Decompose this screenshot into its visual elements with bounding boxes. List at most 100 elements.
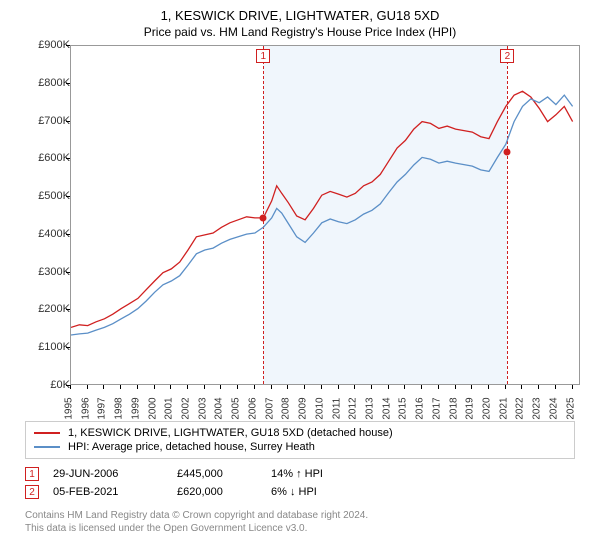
x-tick	[371, 385, 372, 389]
x-tick	[287, 385, 288, 389]
x-tick	[488, 385, 489, 389]
x-tick-label: 2002	[181, 397, 192, 419]
x-tick-label: 1998	[114, 397, 125, 419]
x-tick-label: 2017	[431, 397, 442, 419]
x-tick-label: 2010	[314, 397, 325, 419]
y-tick	[66, 309, 70, 310]
sale-marker-label-1: 1	[256, 49, 270, 63]
sale-row: 2 05-FEB-2021 £620,000 6% ↓ HPI	[25, 483, 575, 501]
x-tick-label: 2013	[365, 397, 376, 419]
x-tick-label: 1995	[64, 397, 75, 419]
y-tick	[66, 45, 70, 46]
sale-price: £445,000	[177, 468, 257, 480]
x-tick-label: 2004	[214, 397, 225, 419]
x-tick	[404, 385, 405, 389]
x-tick	[187, 385, 188, 389]
sale-number-box: 2	[25, 485, 39, 499]
legend-swatch	[34, 446, 60, 448]
x-tick	[572, 385, 573, 389]
x-tick	[137, 385, 138, 389]
x-tick	[438, 385, 439, 389]
sales-table: 1 29-JUN-2006 £445,000 14% ↑ HPI 2 05-FEB-202…	[25, 465, 575, 501]
x-tick	[555, 385, 556, 389]
chart-area: 12 £0K£100K£200K£300K£400K£500K£600K£700…	[12, 45, 588, 415]
x-tick-label: 2021	[498, 397, 509, 419]
x-tick-label: 2020	[482, 397, 493, 419]
y-tick	[66, 196, 70, 197]
x-tick-label: 2012	[348, 397, 359, 419]
x-tick-label: 2025	[565, 397, 576, 419]
legend: 1, KESWICK DRIVE, LIGHTWATER, GU18 5XD (…	[25, 421, 575, 459]
x-tick	[70, 385, 71, 389]
legend-swatch	[34, 432, 60, 434]
sale-diff: 6% ↓ HPI	[271, 486, 361, 498]
legend-label: HPI: Average price, detached house, Surr…	[68, 441, 315, 453]
y-tick	[66, 234, 70, 235]
sale-price: £620,000	[177, 486, 257, 498]
x-tick-label: 2001	[164, 397, 175, 419]
sale-date: 29-JUN-2006	[53, 468, 163, 480]
y-tick	[66, 272, 70, 273]
y-tick	[66, 158, 70, 159]
sale-date: 05-FEB-2021	[53, 486, 163, 498]
x-tick	[505, 385, 506, 389]
x-tick-label: 2007	[264, 397, 275, 419]
x-tick-label: 2022	[515, 397, 526, 419]
x-tick-label: 2009	[298, 397, 309, 419]
series-hpi	[71, 95, 573, 335]
y-tick	[66, 83, 70, 84]
x-tick-label: 1997	[97, 397, 108, 419]
x-tick	[521, 385, 522, 389]
x-tick	[204, 385, 205, 389]
y-tick	[66, 347, 70, 348]
x-tick	[354, 385, 355, 389]
x-tick	[471, 385, 472, 389]
x-tick-label: 2024	[549, 397, 560, 419]
sale-number-box: 1	[25, 467, 39, 481]
x-tick	[455, 385, 456, 389]
y-tick	[66, 121, 70, 122]
x-tick-label: 2016	[415, 397, 426, 419]
x-tick	[154, 385, 155, 389]
x-tick	[338, 385, 339, 389]
x-tick-label: 2019	[465, 397, 476, 419]
series-property	[71, 91, 573, 327]
sale-marker-1	[260, 214, 267, 221]
legend-label: 1, KESWICK DRIVE, LIGHTWATER, GU18 5XD (…	[68, 427, 393, 439]
x-tick	[271, 385, 272, 389]
x-tick	[103, 385, 104, 389]
x-tick	[170, 385, 171, 389]
x-tick-label: 2014	[381, 397, 392, 419]
chart-title: 1, KESWICK DRIVE, LIGHTWATER, GU18 5XD	[12, 8, 588, 23]
x-tick	[538, 385, 539, 389]
footer-line-1: Contains HM Land Registry data © Crown c…	[25, 509, 575, 522]
plot-region: 12	[70, 45, 580, 385]
x-tick-label: 2003	[197, 397, 208, 419]
x-tick	[421, 385, 422, 389]
x-tick-label: 2008	[281, 397, 292, 419]
x-tick	[237, 385, 238, 389]
x-tick	[220, 385, 221, 389]
x-tick	[120, 385, 121, 389]
sale-row: 1 29-JUN-2006 £445,000 14% ↑ HPI	[25, 465, 575, 483]
legend-row: 1, KESWICK DRIVE, LIGHTWATER, GU18 5XD (…	[34, 426, 566, 440]
x-tick-label: 2023	[532, 397, 543, 419]
line-series-svg	[71, 46, 581, 386]
x-tick-label: 2005	[231, 397, 242, 419]
chart-container: 1, KESWICK DRIVE, LIGHTWATER, GU18 5XD P…	[0, 0, 600, 560]
footer-line-2: This data is licensed under the Open Gov…	[25, 522, 575, 535]
x-tick-label: 2006	[248, 397, 259, 419]
legend-row: HPI: Average price, detached house, Surr…	[34, 440, 566, 454]
x-tick-label: 2000	[147, 397, 158, 419]
x-tick-label: 2015	[398, 397, 409, 419]
sale-diff: 14% ↑ HPI	[271, 468, 361, 480]
footer: Contains HM Land Registry data © Crown c…	[25, 509, 575, 535]
x-tick-label: 1996	[80, 397, 91, 419]
x-tick-label: 2011	[331, 398, 342, 420]
x-tick	[321, 385, 322, 389]
x-tick	[304, 385, 305, 389]
x-tick	[388, 385, 389, 389]
sale-marker-label-2: 2	[500, 49, 514, 63]
chart-subtitle: Price paid vs. HM Land Registry's House …	[12, 25, 588, 39]
x-tick	[87, 385, 88, 389]
